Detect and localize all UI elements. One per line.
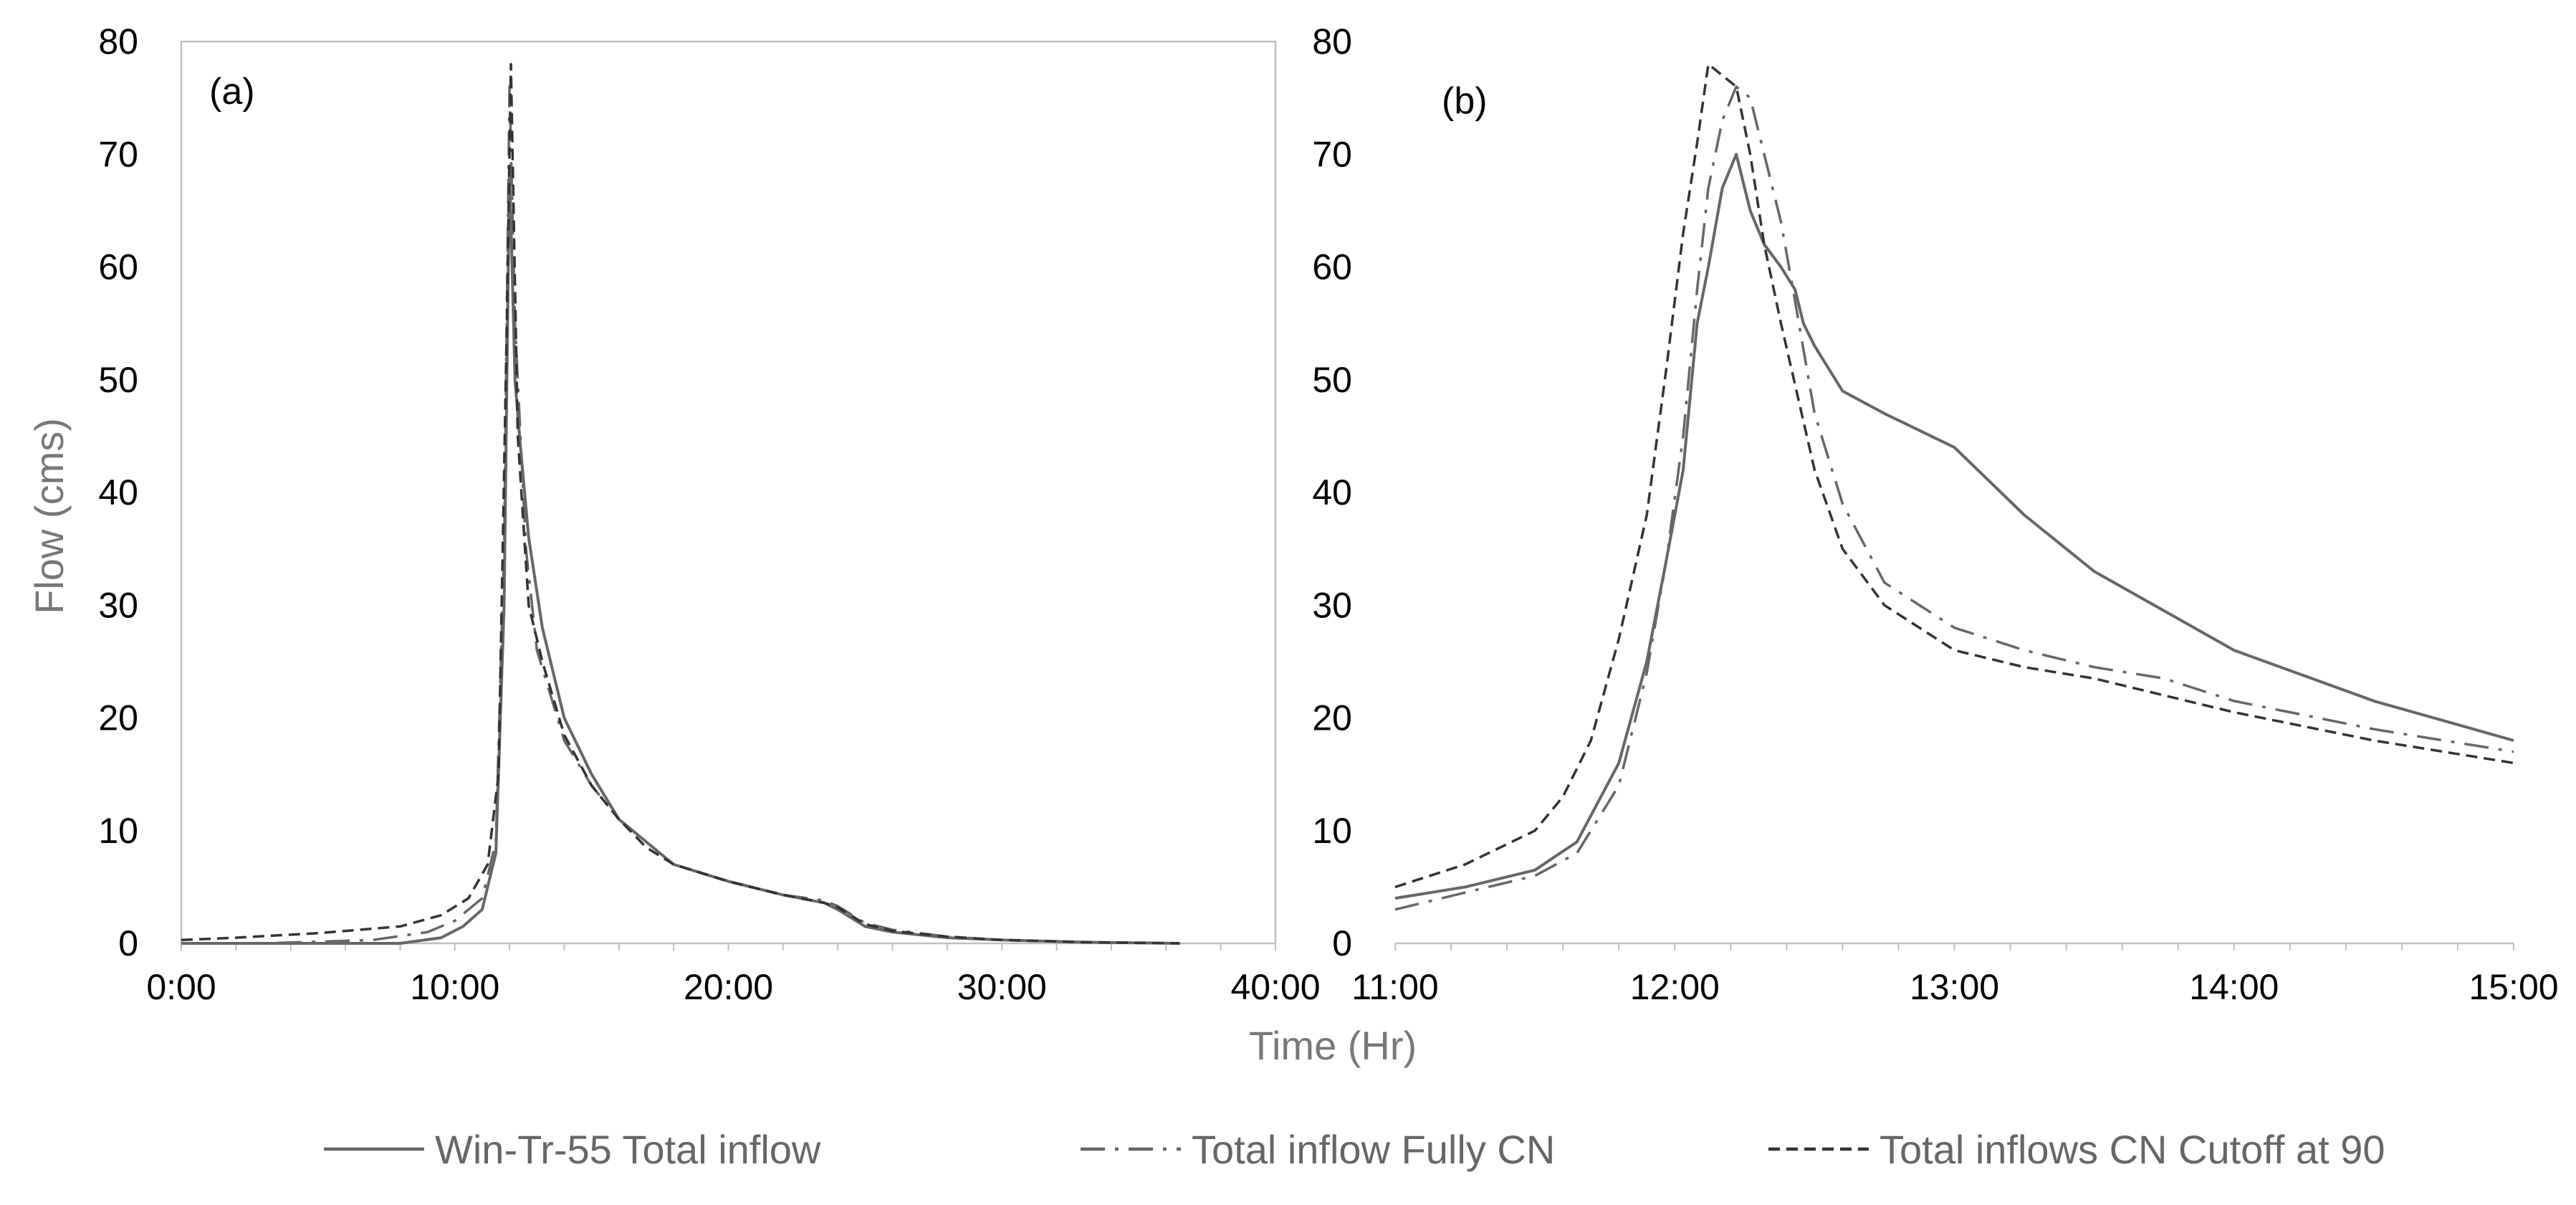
- x-tick-label: 40:00: [1230, 967, 1320, 1007]
- y-tick-label: 50: [1312, 360, 1352, 400]
- y-tick-label: 80: [98, 22, 138, 62]
- legend-label: Win-Tr-55 Total inflow: [435, 1127, 821, 1172]
- x-tick-label: 15:00: [2469, 967, 2558, 1007]
- series-line-3: [1394, 62, 2514, 889]
- x-tick-label: 10:00: [410, 967, 499, 1007]
- legend-label: Total inflows CN Cutoff at 90: [1880, 1127, 2385, 1172]
- y-tick-label: 50: [98, 360, 138, 400]
- y-tick-label: 30: [1312, 585, 1352, 625]
- y-tick-label: 40: [1312, 472, 1352, 513]
- series-line-1: [181, 164, 1180, 945]
- x-tick-label: 20:00: [684, 967, 773, 1007]
- y-axis-title: Flow (cms): [27, 418, 72, 614]
- y-tick-label: 30: [98, 585, 138, 625]
- y-tick-label: 70: [1312, 134, 1352, 174]
- panel-a: 0:00 10:00 20:00 30:00 40:00 0 10 20 30 40 50 60 70 8…: [98, 22, 1320, 1007]
- series-line-2: [181, 85, 1180, 945]
- x-tick-label: 11:00: [1351, 967, 1438, 1007]
- legend: Win-Tr-55 Total inflow Total inflow Fully…: [324, 1127, 2385, 1172]
- y-tick-label: 10: [1312, 811, 1352, 851]
- x-tick-label: 14:00: [2189, 967, 2279, 1007]
- y-tick-label: 80: [1312, 22, 1352, 62]
- y-tick-label: 10: [98, 811, 138, 851]
- y-tick-label: 20: [98, 698, 138, 738]
- x-tick-label: 0:00: [146, 967, 216, 1007]
- y-tick-label: 40: [98, 472, 138, 513]
- y-tick-label: 20: [1312, 698, 1352, 738]
- x-tick-label: 30:00: [957, 967, 1047, 1007]
- legend-label: Total inflow Fully CN: [1192, 1127, 1555, 1172]
- y-tick-label: 70: [98, 134, 138, 174]
- series-line-2: [1394, 85, 2514, 911]
- y-tick-label: 60: [1312, 247, 1352, 287]
- y-tick-label: 60: [98, 247, 138, 287]
- panel-label: (a): [209, 71, 255, 113]
- plot-frame: [180, 40, 1277, 945]
- x-tick-label: 13:00: [1910, 967, 1999, 1007]
- x-axis-title: Time (Hr): [1249, 1023, 1417, 1068]
- series-line-1: [1394, 153, 2514, 900]
- series-line-3: [181, 62, 1180, 945]
- y-tick-label: 0: [1332, 923, 1352, 963]
- x-tick-label: 12:00: [1630, 967, 1720, 1007]
- y-tick-label: 0: [118, 923, 138, 963]
- panel-label: (b): [1442, 80, 1488, 122]
- panel-b: 11:00 12:00 13:00 14:00 15:00 0 10 20 30 40 50 60 70…: [1312, 22, 2558, 1007]
